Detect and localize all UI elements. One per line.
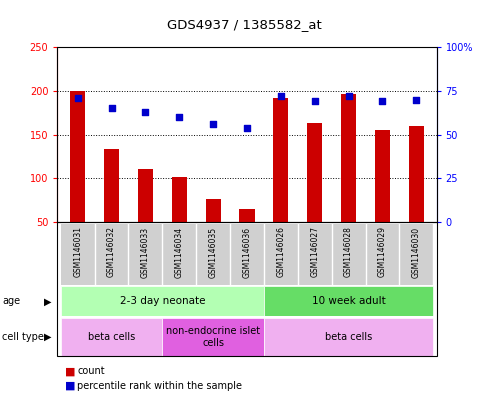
Text: non-endocrine islet
cells: non-endocrine islet cells xyxy=(166,326,260,348)
Bar xyxy=(206,199,221,222)
Point xyxy=(277,93,285,99)
Bar xyxy=(61,224,95,285)
Bar xyxy=(104,149,119,222)
Bar xyxy=(61,286,264,316)
Text: GSM1146030: GSM1146030 xyxy=(412,226,421,277)
Text: GSM1146036: GSM1146036 xyxy=(243,226,251,277)
Bar xyxy=(70,91,85,222)
Bar xyxy=(240,209,254,222)
Text: GSM1146028: GSM1146028 xyxy=(344,226,353,277)
Bar xyxy=(162,318,264,356)
Point xyxy=(209,121,217,127)
Text: ■: ■ xyxy=(65,366,75,376)
Text: count: count xyxy=(77,366,105,376)
Point xyxy=(378,98,386,105)
Point xyxy=(108,105,116,112)
Point xyxy=(412,96,420,103)
Text: ▶: ▶ xyxy=(43,296,51,307)
Text: GSM1146026: GSM1146026 xyxy=(276,226,285,277)
Point xyxy=(74,95,82,101)
Text: beta cells: beta cells xyxy=(88,332,135,342)
Text: GSM1146033: GSM1146033 xyxy=(141,226,150,277)
Text: age: age xyxy=(2,296,20,307)
Text: ▶: ▶ xyxy=(43,332,51,342)
Bar xyxy=(365,224,399,285)
Text: ■: ■ xyxy=(65,381,75,391)
Text: percentile rank within the sample: percentile rank within the sample xyxy=(77,381,243,391)
Bar xyxy=(307,123,322,222)
Bar xyxy=(409,126,424,222)
Point xyxy=(311,98,319,105)
Bar xyxy=(264,224,298,285)
Text: GSM1146031: GSM1146031 xyxy=(73,226,82,277)
Text: 2-3 day neonate: 2-3 day neonate xyxy=(120,296,205,307)
Bar xyxy=(298,224,332,285)
Bar xyxy=(61,318,162,356)
Bar xyxy=(341,94,356,222)
Text: GSM1146034: GSM1146034 xyxy=(175,226,184,277)
Text: 10 week adult: 10 week adult xyxy=(312,296,385,307)
Text: cell type: cell type xyxy=(2,332,44,342)
Bar xyxy=(264,318,433,356)
Bar xyxy=(273,98,288,222)
Bar xyxy=(230,224,264,285)
Text: GSM1146027: GSM1146027 xyxy=(310,226,319,277)
Bar xyxy=(129,224,162,285)
Text: GSM1146035: GSM1146035 xyxy=(209,226,218,277)
Point xyxy=(345,93,353,99)
Bar xyxy=(162,224,196,285)
Text: GSM1146032: GSM1146032 xyxy=(107,226,116,277)
Text: GSM1146029: GSM1146029 xyxy=(378,226,387,277)
Bar xyxy=(172,176,187,222)
Bar xyxy=(95,224,129,285)
Point xyxy=(175,114,183,120)
Bar xyxy=(196,224,230,285)
Text: beta cells: beta cells xyxy=(325,332,372,342)
Bar xyxy=(138,169,153,222)
Bar xyxy=(332,224,365,285)
Text: GDS4937 / 1385582_at: GDS4937 / 1385582_at xyxy=(167,18,322,31)
Bar xyxy=(399,224,433,285)
Bar xyxy=(375,130,390,222)
Bar xyxy=(264,286,433,316)
Point xyxy=(243,125,251,131)
Point xyxy=(141,109,149,115)
